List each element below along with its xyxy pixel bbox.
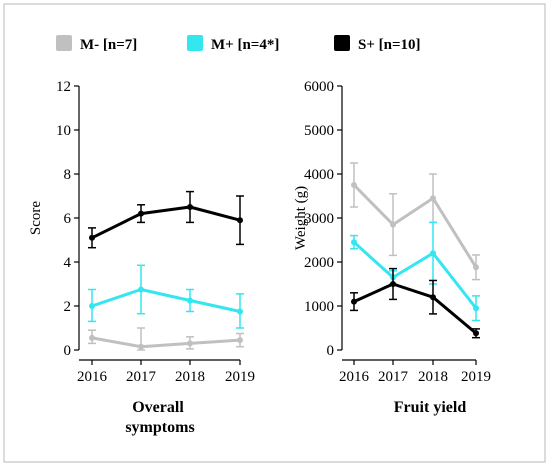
figure-frame [3,3,546,463]
x-tick-label: 2016 [77,369,108,385]
legend-swatch-m-plus [187,35,203,51]
data-point [351,298,357,305]
x-tick-label: 2016 [339,369,370,385]
x-tick-label: 2018 [418,369,448,385]
data-point [138,343,144,350]
data-point [138,210,144,217]
y-tick-label: 0 [64,343,72,359]
series-line [352,183,478,269]
legend: M- [n=7] M+ [n=4*] S+ [n=10] [56,35,421,53]
x-tick-label: 2017 [126,369,157,385]
x-tick-label: 2017 [378,369,409,385]
series-line [91,288,241,313]
data-point [89,234,95,241]
data-point [187,297,193,304]
data-point [89,334,95,341]
series-line [91,336,241,349]
data-point [89,303,95,309]
x-tick-label: 2019 [225,369,255,385]
data-point [430,294,436,301]
legend-swatch-s-plus [334,35,350,51]
y-tick-label: 0 [327,343,335,359]
data-point [237,308,243,315]
x-tick-label: 2018 [175,369,205,385]
panel-title-fruit-yield: Fruit yield [394,399,467,416]
panel-title-line-1: Overall [132,399,184,416]
y-tick-label: 3000 [304,211,334,227]
data-point [187,204,193,210]
y-axis-title-score: Score [28,201,44,235]
data-point [473,264,479,271]
y-tick-label: 4000 [304,167,334,183]
panel-title-overall-symptoms: Overall symptoms [125,399,194,436]
y-tick-label: 1000 [304,299,334,315]
data-point [237,337,243,344]
y-tick-label: 2000 [304,255,334,271]
y-tick-label: 12 [56,79,71,95]
data-point [430,195,436,202]
data-point [237,217,243,224]
legend-label-s-plus: S+ [n=10] [358,37,421,53]
panel-overall-symptoms: 0 2 4 6 8 10 12 2016 2017 2018 2019 [56,79,255,385]
legend-label-m-minus: M- [n=7] [80,37,137,53]
data-point [351,182,357,188]
series-line [352,241,478,310]
data-point [390,281,396,287]
data-point [187,340,193,347]
series-line [353,282,477,335]
legend-label-m-plus: M+ [n=4*] [211,37,279,53]
y-tick-label: 10 [56,123,71,139]
y-tick-label: 2 [64,299,72,315]
data-point [390,221,396,228]
y-tick-label: 8 [64,167,72,183]
data-point [430,250,436,257]
series-line [91,205,241,240]
y-tick-label: 6 [64,211,72,227]
y-tick-label: 6000 [304,79,334,95]
data-point [138,286,144,293]
data-point [351,239,357,246]
y-axis-title-weight: Weight (g) [293,186,309,250]
x-tick-label: 2019 [461,369,491,385]
panel-fruit-yield: 0 1000 2000 3000 4000 5000 6000 2016 2017 2018 201… [304,79,491,385]
legend-swatch-m-minus [56,35,72,51]
panel-title-line-2: symptoms [125,419,194,436]
y-tick-label: 5000 [304,123,334,139]
y-tick-label: 4 [64,255,72,271]
data-point [473,305,479,312]
data-point [473,330,479,337]
